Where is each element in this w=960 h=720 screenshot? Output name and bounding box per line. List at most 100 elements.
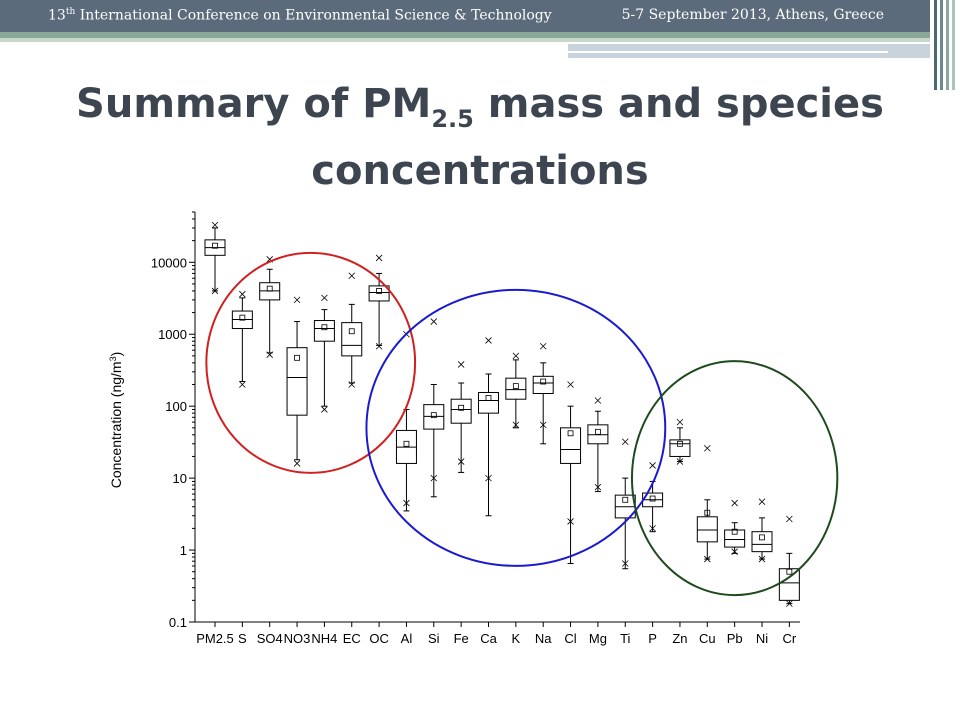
box	[724, 529, 746, 548]
mean-marker	[622, 496, 629, 503]
group-circle-red	[205, 251, 417, 474]
conference-title: International Conference on Environmenta…	[75, 7, 552, 24]
outlier-max	[239, 290, 246, 298]
x-tick-label: Cr	[782, 631, 796, 646]
y-tick-label: 1	[180, 543, 187, 558]
y-tick-label: 0.1	[169, 615, 187, 630]
x-tick-label: SO4	[257, 631, 283, 646]
box	[341, 322, 363, 357]
outlier-min	[567, 518, 574, 525]
x-tick-label: P	[648, 631, 657, 646]
outlier-min	[485, 474, 492, 482]
y-tick-label: 10	[173, 471, 187, 486]
outlier-max	[649, 462, 656, 469]
mean-marker	[485, 395, 492, 401]
outlier-max	[567, 381, 574, 388]
mean-marker	[348, 328, 355, 335]
y-axis-label-sup: 3	[108, 356, 118, 361]
outlier-max	[293, 296, 301, 304]
y-tick-label: 1000	[158, 327, 187, 342]
outlier-min	[539, 421, 547, 429]
header-bar: 13th International Conference on Environ…	[0, 0, 930, 32]
outlier-min	[704, 555, 711, 563]
x-tick-label: Cu	[699, 631, 716, 646]
outlier-max	[348, 272, 356, 280]
outlier-min	[649, 525, 656, 532]
x-tick-label: Na	[535, 631, 552, 646]
slide-title: Summary of PM2.5 mass and species concen…	[0, 78, 960, 197]
box	[532, 375, 554, 395]
outlier-min	[211, 287, 219, 295]
mean-marker	[786, 568, 793, 575]
outlier-max	[704, 444, 711, 452]
x-tick-label: Ti	[620, 631, 630, 646]
mean-marker	[403, 440, 410, 447]
mean-marker	[704, 509, 711, 516]
x-tick-label: K	[512, 631, 521, 646]
x-tick-label: NO3	[284, 631, 311, 646]
x-tick-label: Cl	[564, 631, 576, 646]
mean-marker	[512, 383, 519, 390]
mean-marker	[567, 430, 574, 437]
conference-date-place: 5-7 September 2013, Athens, Greece	[621, 7, 884, 23]
outlier-max	[211, 221, 219, 229]
outlier-max	[430, 318, 438, 325]
outlier-max	[512, 352, 520, 360]
y-tick-label: 100	[165, 399, 187, 414]
mean-marker	[212, 242, 218, 249]
header-stripe-middle	[0, 38, 930, 42]
slide-title-line2: concentrations	[311, 148, 649, 194]
conference-ordinal: 13	[48, 7, 66, 24]
decorative-right-bars	[930, 0, 960, 90]
x-tick-label: Si	[428, 631, 440, 646]
x-tick-label: Al	[401, 631, 413, 646]
y-tick-label: 10000	[151, 255, 187, 270]
y-axis-label-main: Concentration (ng/m	[108, 361, 124, 488]
box	[450, 398, 472, 424]
mean-marker	[266, 285, 273, 292]
mean-marker	[321, 324, 328, 331]
mean-marker	[677, 440, 683, 447]
outlier-min	[430, 474, 438, 482]
outlier-min	[457, 458, 465, 465]
mean-marker	[595, 428, 601, 435]
outlier-max	[485, 337, 492, 344]
slide-title-line1-suffix: mass and species	[473, 81, 884, 127]
outlier-min	[403, 499, 410, 507]
mean-marker	[294, 354, 300, 361]
x-tick-label: NH4	[311, 631, 337, 646]
outlier-max	[375, 254, 383, 262]
x-tick-label: Ca	[480, 631, 497, 646]
conference-ordinal-suffix: th	[65, 7, 76, 17]
outlier-min	[266, 351, 273, 358]
mean-marker	[458, 404, 465, 411]
outlier-min	[239, 381, 246, 388]
outlier-min	[758, 555, 766, 563]
x-tick-label: Fe	[454, 631, 469, 646]
conference-name: 13th International Conference on Environ…	[48, 7, 552, 24]
y-axis-label: Concentration (ng/m3)	[108, 352, 124, 489]
box	[560, 427, 582, 464]
y-axis-label-end: )	[108, 352, 124, 357]
outlier-max	[758, 498, 766, 505]
outlier-min	[512, 421, 520, 429]
outlier-min	[676, 458, 684, 465]
outlier-max	[457, 361, 465, 368]
outlier-min	[375, 342, 383, 350]
outlier-max	[676, 418, 684, 426]
box	[778, 568, 800, 601]
mean-marker	[649, 495, 656, 502]
x-tick-label: Zn	[672, 631, 687, 646]
outlier-min	[594, 483, 602, 491]
outlier-min	[786, 600, 793, 607]
outlier-min	[731, 548, 738, 555]
outlier-max	[731, 499, 738, 507]
x-tick-label: PM2.5	[196, 631, 234, 646]
mean-marker	[239, 314, 246, 321]
mean-marker	[759, 534, 765, 541]
group-circle-green	[630, 360, 839, 597]
box	[669, 439, 691, 457]
header-stripe-top	[0, 32, 930, 38]
box	[696, 516, 718, 543]
outlier-max	[321, 294, 328, 302]
